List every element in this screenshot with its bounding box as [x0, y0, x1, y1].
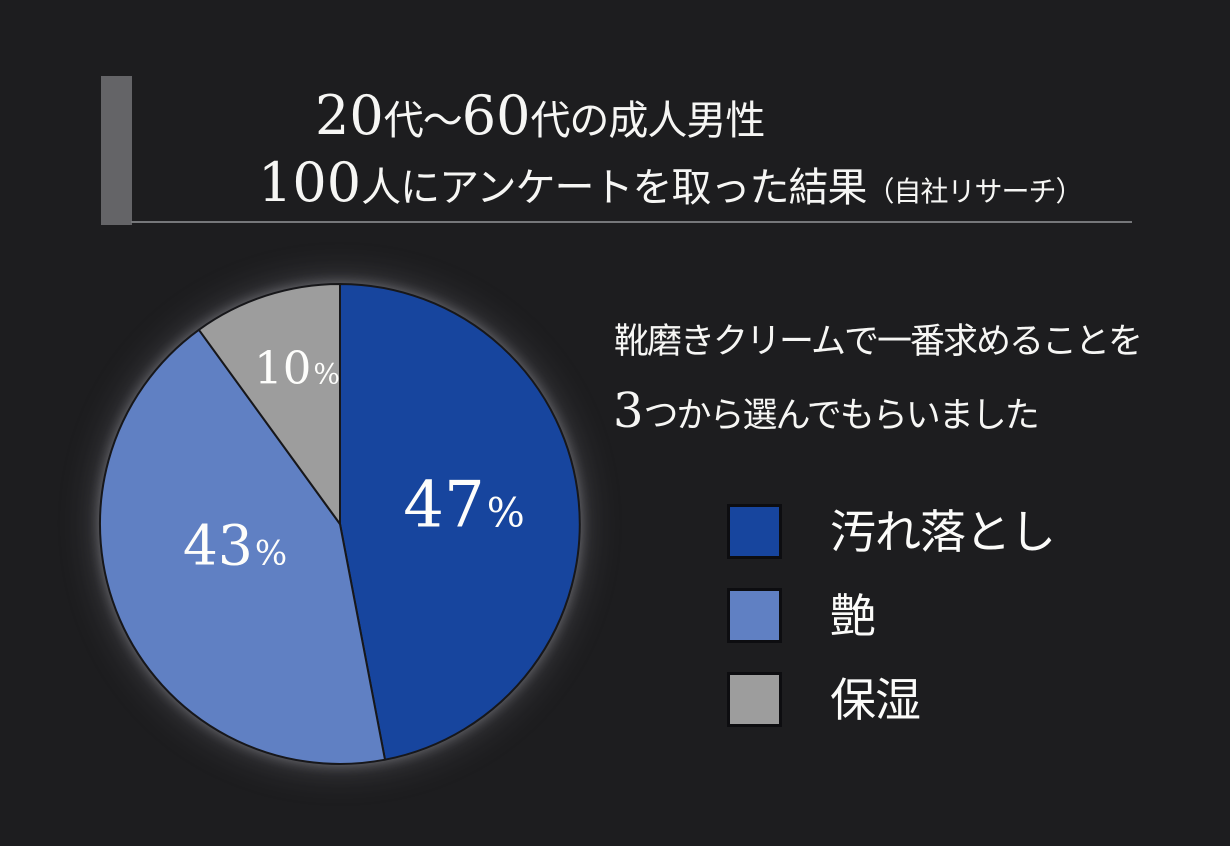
- header-underline: [131, 221, 1132, 223]
- legend-item-shine: 艶: [727, 588, 1055, 643]
- title-number: 100: [258, 151, 362, 214]
- legend-swatch-dirt-removal: [727, 504, 782, 559]
- title-number: 20: [315, 84, 384, 147]
- percent-sign: %: [486, 490, 525, 537]
- header-accent-bar: [101, 76, 132, 225]
- pie-label-dirt-removal: 47%: [403, 468, 525, 543]
- survey-question-line1: 靴磨きクリームで一番求めることを: [614, 322, 1143, 362]
- legend: 汚れ落とし 艶 保湿: [727, 504, 1056, 727]
- legend-swatch-shine: [727, 588, 782, 643]
- legend-label-moisture: 保湿: [830, 672, 921, 727]
- pie-slice-dirt-removal: [339, 283, 581, 761]
- legend-label-shine: 艶: [830, 588, 876, 643]
- survey-title-line2: 100人にアンケートを取った結果（自社リサーチ）: [258, 151, 1084, 214]
- percent-sign: %: [313, 357, 340, 391]
- legend-item-dirt-removal: 汚れ落とし: [727, 504, 1056, 559]
- pie-slice-shine: [98, 328, 386, 765]
- percent-sign: %: [254, 533, 288, 574]
- title-note: （自社リサーチ）: [866, 175, 1083, 208]
- legend-item-moisture: 保湿: [727, 672, 1055, 727]
- pie-slice-moisture: [197, 282, 341, 525]
- pie-label-moisture: 10%: [254, 341, 340, 395]
- pie-label-shine: 43%: [182, 513, 288, 578]
- survey-title-line1: 20代～60代の成人男性: [315, 84, 765, 147]
- legend-label-dirt-removal: 汚れ落とし: [830, 504, 1056, 559]
- legend-swatch-moisture: [727, 672, 782, 727]
- question-number: 3: [613, 383, 644, 439]
- survey-question-line2: 3つから選んでもらいました: [613, 383, 1040, 439]
- title-number: 60: [461, 84, 531, 147]
- pie-chart: [98, 282, 581, 765]
